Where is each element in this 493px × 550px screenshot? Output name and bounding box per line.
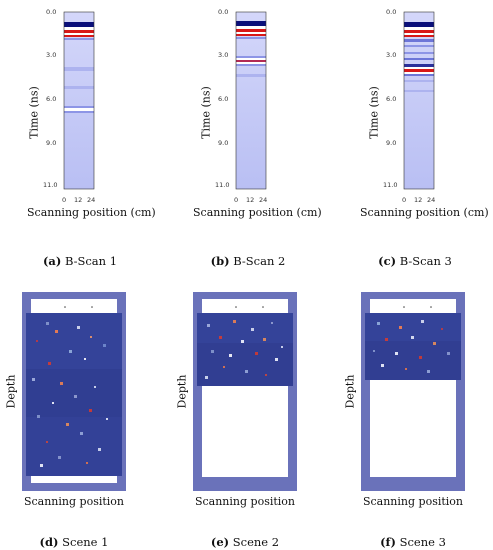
bscan-3-ytick: 6.0 — [386, 95, 397, 103]
bscan-1-xtick: 0 — [62, 196, 67, 204]
scene-3-ylabel: Depth — [343, 374, 357, 409]
bscan-1-xtick: 12 — [74, 196, 83, 204]
bscan-2-xtick: 0 — [234, 196, 239, 204]
bscan-1-ylabel: Time (ns) — [27, 86, 41, 139]
bscan-3-xtick: 12 — [414, 196, 423, 204]
scene-2-ylabel: Depth — [175, 374, 189, 409]
bscan-1-ytick: 6.0 — [46, 95, 57, 103]
bscan-3-caption: (c) B-Scan 3 — [360, 254, 470, 268]
caption-text: Scene 3 — [399, 535, 446, 549]
bscan-2-xlabel: Scanning position (cm) — [193, 206, 322, 219]
scene-2-image — [193, 292, 297, 491]
bscan-3-ytick: 0.0 — [386, 8, 397, 16]
bscan-2-caption: (b) B-Scan 2 — [193, 254, 303, 268]
scene-3-image — [361, 292, 465, 491]
bscan-2-ytick: 0.0 — [218, 8, 229, 16]
caption-text: Scene 1 — [62, 535, 109, 549]
bscan-2-xtick: 12 — [246, 196, 255, 204]
bscan-1-xtick: 24 — [87, 196, 96, 204]
bscan-3-ytick: 11.0 — [383, 181, 398, 189]
bscan-3-ytick: 9.0 — [386, 139, 397, 147]
scene-2-xlabel: Scanning position — [194, 495, 296, 508]
bscan-3-ytick: 3.0 — [386, 51, 397, 59]
caption-letter: (f) — [380, 535, 396, 549]
bscan-3-image — [403, 11, 435, 190]
bscan-1-ytick: 3.0 — [46, 51, 57, 59]
bscan-1-ytick: 0.0 — [46, 8, 57, 16]
bscan-2-ytick: 6.0 — [218, 95, 229, 103]
scene-2-caption: (e) Scene 2 — [195, 535, 295, 549]
bscan-1-caption: (a) B-Scan 1 — [25, 254, 135, 268]
bscan-3-ylabel: Time (ns) — [367, 86, 381, 139]
bscan-1-image — [63, 11, 95, 190]
bscan-3-xtick: 24 — [427, 196, 436, 204]
bscan-2-image — [235, 11, 267, 190]
caption-letter: (a) — [42, 254, 62, 268]
caption-text: B-Scan 2 — [233, 254, 286, 268]
caption-text: Scene 2 — [232, 535, 280, 549]
bscan-2-ytick: 3.0 — [218, 51, 229, 59]
scene-3-xlabel: Scanning position — [362, 495, 464, 508]
scene-1-image — [22, 292, 126, 491]
bscan-3-xtick: 0 — [402, 196, 407, 204]
bscan-1-ytick: 9.0 — [46, 139, 57, 147]
bscan-3-xlabel: Scanning position (cm) — [360, 206, 489, 219]
scene-1-caption: (d) Scene 1 — [24, 535, 124, 549]
caption-letter: (e) — [210, 535, 230, 549]
bscan-2-ylabel: Time (ns) — [199, 86, 213, 139]
scene-1-ylabel: Depth — [4, 374, 18, 409]
scene-3-caption: (f) Scene 3 — [363, 535, 463, 549]
caption-letter: (d) — [39, 535, 59, 549]
bscan-2-ytick: 9.0 — [218, 139, 229, 147]
bscan-2-xtick: 24 — [259, 196, 268, 204]
bscan-1-ytick: 11.0 — [43, 181, 58, 189]
bscan-2-ytick: 11.0 — [215, 181, 230, 189]
caption-text: B-Scan 3 — [399, 254, 452, 268]
caption-letter: (c) — [378, 254, 397, 268]
caption-text: B-Scan 1 — [64, 254, 118, 268]
bscan-1-xlabel: Scanning position (cm) — [27, 206, 156, 219]
caption-letter: (b) — [210, 254, 230, 268]
scene-1-xlabel: Scanning position — [23, 495, 125, 508]
